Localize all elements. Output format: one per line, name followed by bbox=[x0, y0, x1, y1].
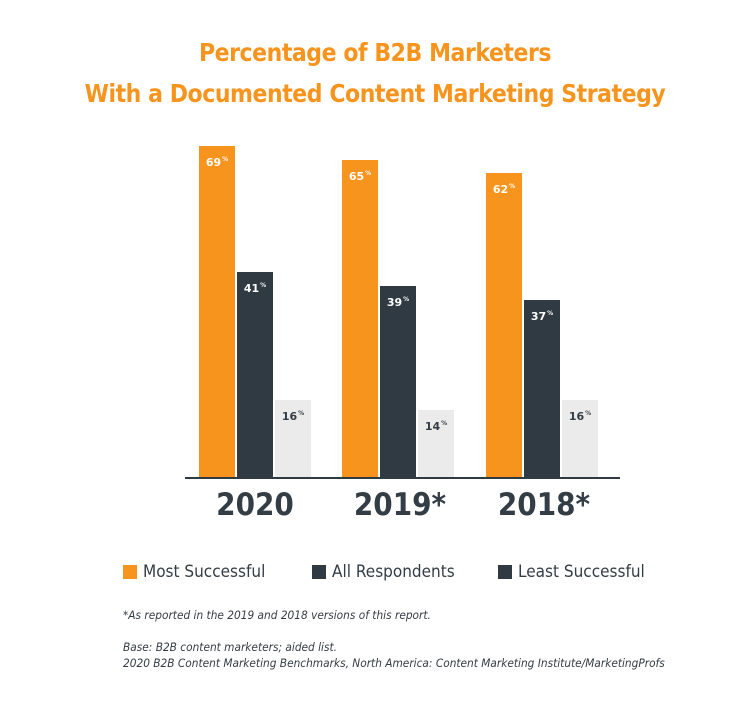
chart-title-line-2: With a Documented Content Marketing Stra… bbox=[84, 79, 666, 108]
bar-value-label: 39% bbox=[386, 296, 410, 309]
source-note: 2020 B2B Content Marketing Benchmarks, N… bbox=[123, 656, 665, 670]
bar-2019-all-respondents: 39% bbox=[380, 286, 416, 478]
legend-item-most-successful: Most Successful bbox=[123, 562, 279, 582]
x-axis-line bbox=[185, 477, 620, 479]
bar-value-label: 37% bbox=[530, 310, 554, 323]
x-tick-2020: 2020 bbox=[216, 487, 294, 523]
legend: Most Successful All Respondents Least Su… bbox=[123, 562, 683, 584]
bar-2019-most-successful: 65% bbox=[342, 160, 378, 478]
bar-value-label: 16% bbox=[281, 410, 305, 423]
base-note: Base: B2B content marketers; aided list. bbox=[123, 640, 338, 654]
bar-value-label: 65% bbox=[348, 170, 372, 183]
x-tick-2019: 2019* bbox=[353, 487, 447, 523]
bar-2019-least-successful: 14% bbox=[418, 410, 454, 478]
legend-item-least-successful: Least Successful bbox=[498, 562, 659, 582]
legend-swatch-dark bbox=[498, 565, 512, 579]
legend-label: Least Successful bbox=[518, 562, 645, 582]
bar-chart: 69% 41% 16% 65% 39% 14% 62% 37% 16% 2020… bbox=[185, 146, 620, 523]
bar-2020-least-successful: 16% bbox=[275, 400, 311, 478]
bar-2020-most-successful: 69% bbox=[199, 146, 235, 478]
chart-title-line-1: Percentage of B2B Marketers bbox=[198, 38, 552, 67]
legend-label: Most Successful bbox=[143, 562, 266, 582]
bar-2018-least-successful: 16% bbox=[562, 400, 598, 478]
bar-value-label: 16% bbox=[568, 410, 592, 423]
x-tick-2018: 2018* bbox=[497, 487, 591, 523]
legend-swatch-orange bbox=[123, 565, 137, 579]
bar-2018-most-successful: 62% bbox=[486, 173, 522, 478]
bar-value-label: 41% bbox=[243, 282, 267, 295]
bar-value-label: 69% bbox=[205, 156, 229, 169]
footnote: *As reported in the 2019 and 2018 versio… bbox=[123, 608, 431, 622]
bar-value-label: 62% bbox=[492, 183, 516, 196]
legend-item-all-respondents: All Respondents bbox=[312, 562, 468, 582]
legend-swatch-dark bbox=[312, 565, 326, 579]
legend-label: All Respondents bbox=[332, 562, 455, 582]
bar-2020-all-respondents: 41% bbox=[237, 272, 273, 478]
bar-2018-all-respondents: 37% bbox=[524, 300, 560, 478]
bar-value-label: 14% bbox=[424, 420, 448, 433]
